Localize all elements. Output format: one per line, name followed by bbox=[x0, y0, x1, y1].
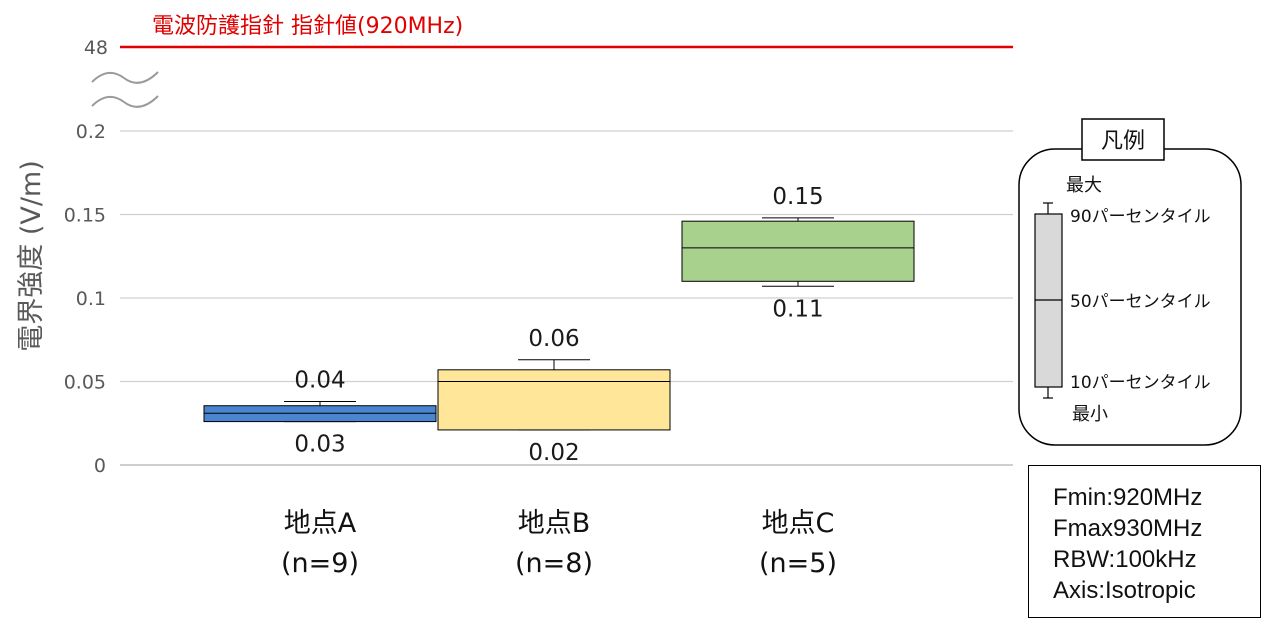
y-tick-label: 0 bbox=[94, 455, 106, 477]
measurement-params-box: Fmin:920MHz Fmax930MHz RBW:100kHz Axis:I… bbox=[1028, 465, 1261, 618]
param-rbw: RBW:100kHz bbox=[1053, 546, 1197, 573]
x-category-n-label: (n=9) bbox=[281, 548, 359, 579]
axis-break-mark bbox=[91, 71, 159, 108]
box-2: 0.06 0.02 地点B (n=8) bbox=[437, 326, 671, 579]
data-label-min: 0.03 bbox=[294, 432, 345, 458]
param-fmin: Fmin:920MHz bbox=[1053, 484, 1203, 511]
grid-lines bbox=[120, 130, 1013, 383]
legend-min-label: 最小 bbox=[1072, 404, 1108, 425]
x-category-label: 地点B bbox=[518, 508, 591, 539]
data-label-max: 0.06 bbox=[528, 326, 579, 352]
data-label-min: 0.02 bbox=[528, 440, 579, 466]
y-break-tick-label: 48 bbox=[84, 37, 108, 59]
y-tick-label: 0.15 bbox=[64, 205, 106, 227]
x-category-n-label: (n=5) bbox=[759, 548, 837, 579]
legend-p10-label: 10パーセンタイル bbox=[1070, 373, 1211, 393]
y-axis-label: 電界強度 (V/m) bbox=[16, 160, 47, 352]
data-label-max: 0.15 bbox=[772, 184, 823, 210]
x-category-label: 地点A bbox=[284, 508, 357, 539]
legend-p50-label: 50パーセンタイル bbox=[1070, 292, 1211, 312]
legend-max-label: 最大 bbox=[1066, 175, 1102, 196]
y-tick-label: 0.2 bbox=[76, 121, 106, 143]
legend: 凡例 最大 90パーセンタイル 50パーセンタイル 10パーセンタイル 最小 bbox=[1018, 118, 1242, 446]
param-axis: Axis:Isotropic bbox=[1053, 577, 1196, 604]
legend-p90-label: 90パーセンタイル bbox=[1070, 207, 1211, 227]
data-label-max: 0.04 bbox=[294, 368, 345, 394]
legend-title-box bbox=[1081, 118, 1165, 161]
box-iqr bbox=[681, 220, 915, 282]
box-3: 0.15 0.11 地点C (n=5) bbox=[681, 184, 915, 579]
box-1: 0.04 0.03 地点A (n=9) bbox=[203, 368, 437, 579]
box-series: 0.04 0.03 地点A (n=9) 0.06 0.02 地点B (n=8) 0.15 0.11… bbox=[203, 184, 915, 579]
x-category-label: 地点C bbox=[762, 508, 835, 539]
y-tick-label: 0.1 bbox=[76, 288, 106, 310]
data-label-min: 0.11 bbox=[772, 296, 823, 322]
legend-title: 凡例 bbox=[1101, 129, 1145, 154]
box-iqr bbox=[437, 369, 671, 431]
y-axis-ticks: 0 0.05 0.1 0.15 0.2 bbox=[64, 121, 106, 477]
x-category-n-label: (n=8) bbox=[515, 548, 593, 579]
param-fmax: Fmax930MHz bbox=[1053, 515, 1203, 542]
y-tick-label: 0.05 bbox=[64, 372, 106, 394]
chart-title: 電波防護指針 指針値(920MHz) bbox=[152, 14, 463, 39]
